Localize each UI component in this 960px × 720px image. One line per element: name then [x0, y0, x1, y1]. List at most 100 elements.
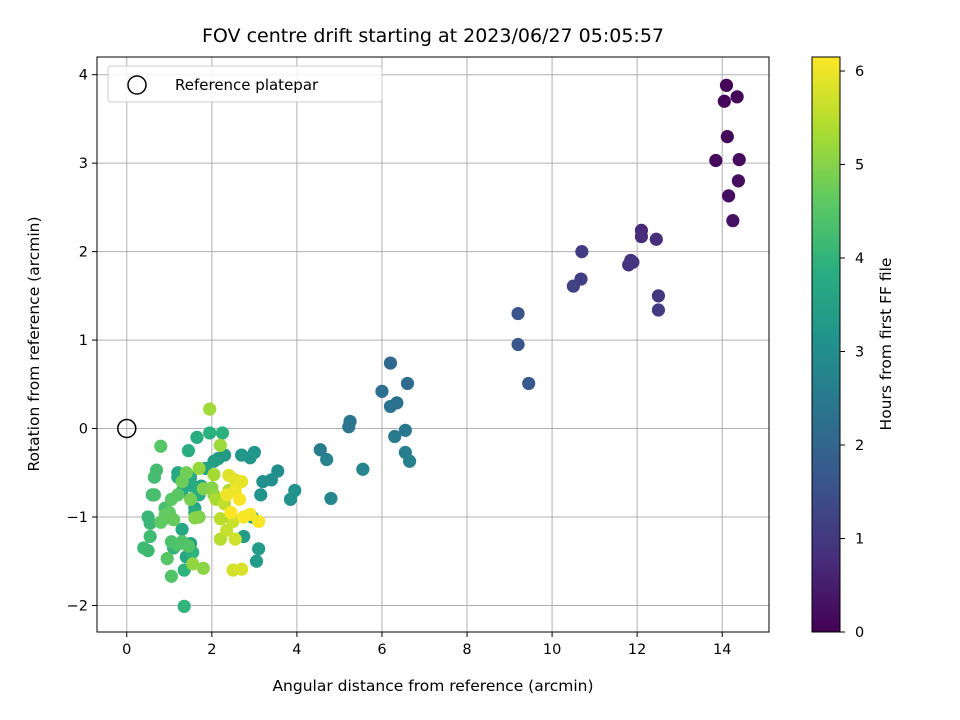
- data-point: [634, 229, 649, 244]
- colorbar-tick-label: 3: [855, 345, 864, 361]
- data-point: [626, 255, 640, 269]
- data-point: [721, 189, 736, 203]
- data-point: [237, 510, 251, 524]
- data-point: [522, 376, 536, 391]
- data-point: [388, 429, 402, 444]
- data-point: [235, 562, 249, 576]
- data-point: [320, 452, 334, 467]
- data-point: [375, 384, 389, 398]
- data-points: [137, 78, 746, 613]
- data-point: [141, 544, 155, 558]
- data-point: [511, 306, 525, 321]
- x-tick-label: 2: [207, 642, 216, 658]
- data-point: [403, 454, 417, 468]
- data-point: [649, 232, 663, 246]
- y-tick-label: −1: [67, 510, 88, 526]
- colorbar-tick-label: 1: [855, 532, 864, 548]
- data-point: [147, 488, 162, 502]
- x-tick-label: 12: [628, 642, 646, 658]
- data-point: [181, 444, 196, 458]
- data-point: [731, 174, 745, 188]
- data-point: [249, 554, 264, 568]
- x-tick-label: 10: [543, 642, 561, 658]
- data-point: [720, 130, 734, 144]
- data-point: [732, 153, 746, 167]
- legend: Reference platepar: [107, 65, 383, 103]
- data-point: [228, 532, 242, 546]
- data-point: [383, 356, 398, 370]
- colorbar-tick-label: 4: [855, 251, 864, 267]
- colorbar-tick-label: 2: [855, 438, 864, 454]
- legend-marker: [127, 75, 147, 95]
- data-point: [717, 94, 731, 108]
- y-tick-label: 2: [79, 245, 88, 261]
- data-point: [203, 426, 217, 440]
- data-point: [215, 426, 230, 440]
- x-axis-label: Angular distance from reference (arcmin): [272, 677, 593, 695]
- data-point: [177, 599, 191, 613]
- data-point: [719, 78, 734, 92]
- data-point: [179, 466, 193, 480]
- data-point: [383, 399, 398, 414]
- colorbar-label: Hours from first FF file: [877, 258, 895, 431]
- data-point: [324, 491, 338, 506]
- colorbar-tick-label: 5: [855, 158, 864, 174]
- data-point: [196, 561, 210, 575]
- data-point: [400, 376, 415, 391]
- data-point: [356, 462, 370, 476]
- x-tick-label: 14: [713, 642, 731, 658]
- data-point: [709, 153, 723, 168]
- data-point: [726, 214, 740, 228]
- grid-lines: [97, 57, 769, 632]
- x-tick-label: 8: [462, 642, 471, 658]
- data-point: [224, 505, 238, 520]
- y-tick-label: 0: [79, 422, 88, 438]
- data-point: [256, 475, 270, 489]
- data-point: [730, 90, 744, 104]
- data-point: [149, 463, 164, 477]
- data-point: [175, 522, 189, 536]
- data-point: [511, 337, 525, 352]
- x-tick-label: 0: [122, 642, 131, 658]
- colorbar-tick-label: 0: [855, 625, 864, 641]
- data-point: [190, 430, 204, 444]
- data-point: [143, 516, 157, 530]
- data-point: [651, 303, 666, 317]
- legend-label: Reference platepar: [175, 76, 319, 94]
- x-tick-label: 4: [292, 642, 301, 658]
- data-point: [651, 289, 666, 303]
- y-tick-label: 1: [79, 333, 88, 349]
- colorbar-tick-label: 6: [855, 64, 864, 80]
- data-point: [252, 542, 266, 556]
- data-point: [575, 245, 589, 259]
- data-point: [143, 529, 157, 544]
- data-point: [232, 492, 247, 506]
- x-tick-label: 6: [377, 642, 386, 658]
- colorbar-ticks: 0 1 2 3 4 5 6: [840, 64, 864, 641]
- colorbar: [811, 56, 841, 633]
- y-tick-label: 3: [79, 156, 88, 172]
- data-point: [252, 514, 266, 529]
- data-point: [207, 467, 221, 482]
- data-point: [166, 513, 181, 527]
- chart-title: FOV centre drift starting at 2023/06/27 …: [202, 25, 664, 47]
- y-axis-label: Rotation from reference (arcmin): [25, 216, 43, 471]
- data-point: [188, 511, 202, 525]
- data-point: [160, 551, 174, 566]
- data-point: [342, 420, 356, 434]
- data-point: [213, 438, 227, 452]
- data-point: [183, 492, 198, 506]
- data-point: [186, 557, 200, 571]
- data-point: [192, 461, 206, 475]
- data-point: [203, 402, 217, 416]
- data-point: [164, 569, 179, 583]
- data-point: [313, 443, 327, 457]
- data-point: [398, 423, 412, 437]
- reference-marker: [117, 418, 137, 439]
- data-point: [235, 448, 249, 462]
- data-point: [181, 539, 196, 553]
- data-point: [154, 439, 168, 453]
- y-tick-label: 4: [79, 68, 88, 84]
